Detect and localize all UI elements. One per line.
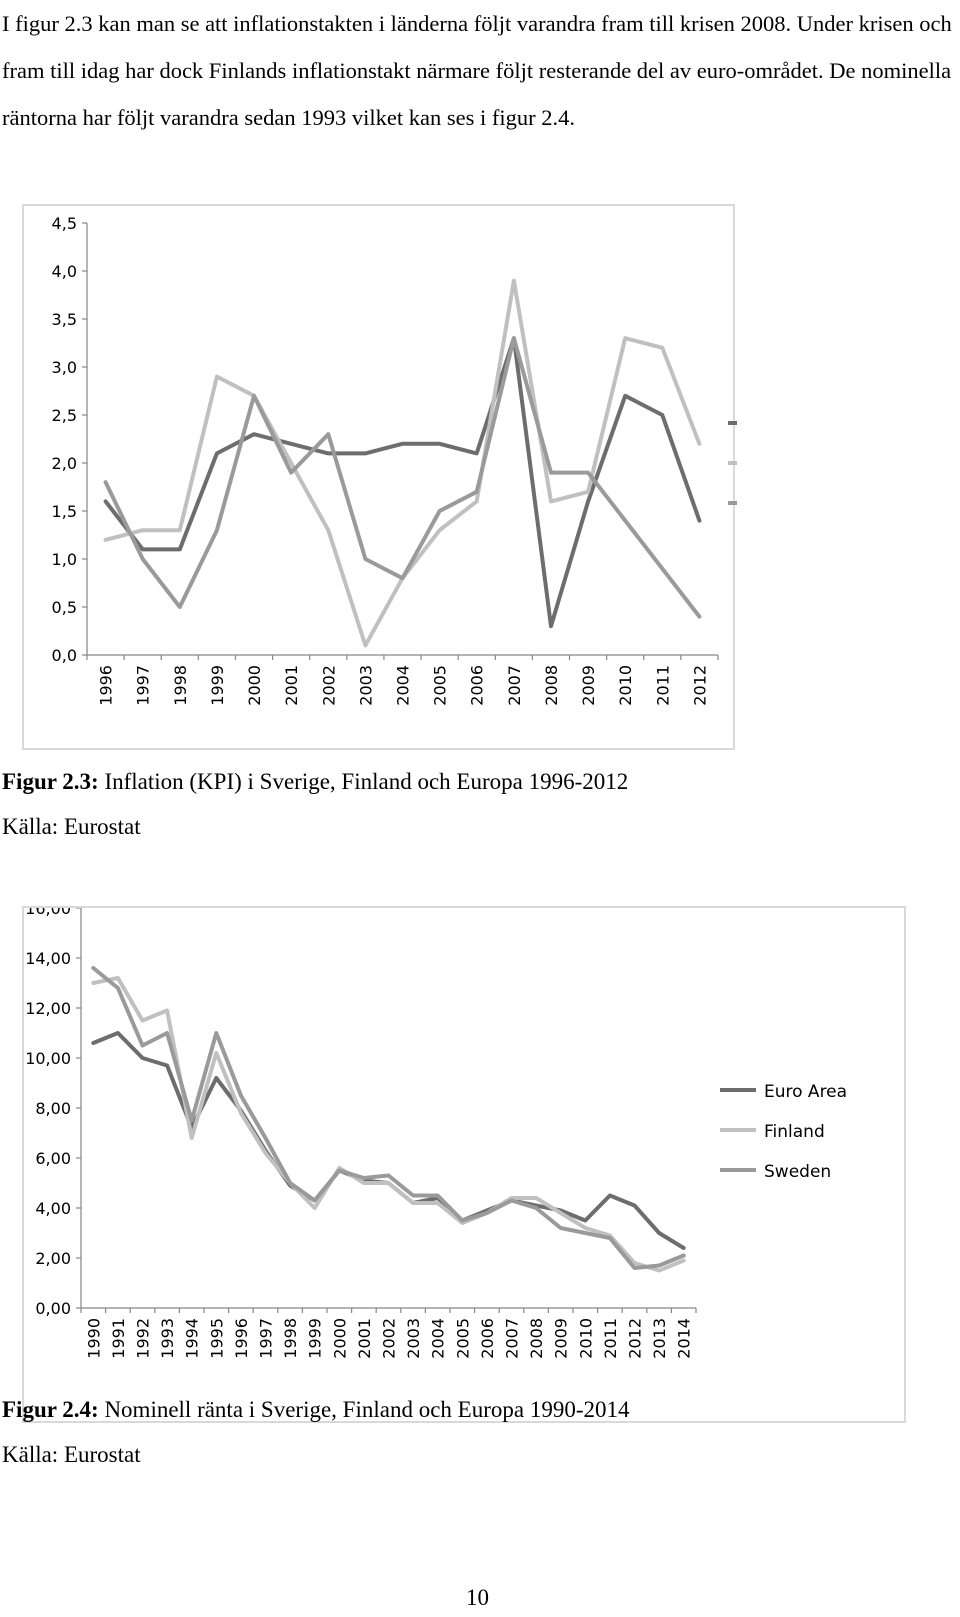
y-tick-label: 10,00 bbox=[25, 1049, 71, 1068]
interest-rate-chart-svg: 0,00 2,00 4,00 6,00 8,00 10,00 12,00 14,00 16,00… bbox=[25, 908, 847, 1359]
x-tick-label: 2003 bbox=[404, 1318, 423, 1359]
series-line-sverige bbox=[103, 336, 702, 619]
x-tick-label: 1992 bbox=[134, 1318, 153, 1359]
x-tick-label: 1993 bbox=[158, 1318, 177, 1359]
x-tick-label: 2010 bbox=[616, 665, 635, 706]
y-tick-label: 4,5 bbox=[52, 214, 77, 233]
x-tick-label: 2013 bbox=[650, 1318, 669, 1359]
x-tick-label: 1997 bbox=[134, 665, 153, 706]
y-tick-label: 4,0 bbox=[52, 262, 77, 281]
y-tick-label: 1,5 bbox=[52, 502, 77, 521]
legend-label: Sweden bbox=[764, 1162, 831, 1182]
x-tick-label: 2007 bbox=[505, 665, 524, 706]
y-tick-label: 4,00 bbox=[35, 1199, 71, 1218]
y-tick-label: 2,00 bbox=[35, 1249, 71, 1268]
x-tick-label: 2010 bbox=[576, 1318, 595, 1359]
figure-caption-label: Figur 2.4: bbox=[2, 1397, 99, 1422]
figure-source: Källa: Eurostat bbox=[2, 814, 141, 839]
x-tick-label: 2011 bbox=[601, 1318, 620, 1359]
x-tick-label: 1994 bbox=[183, 1318, 202, 1359]
series-line-euro-area bbox=[103, 336, 702, 629]
figure-caption: Figur 2.4: Nominell ränta i Sverige, Fin… bbox=[2, 1397, 630, 1423]
figure-caption-label: Figur 2.3: bbox=[2, 769, 99, 794]
series-line-finland bbox=[91, 976, 686, 1273]
y-tick-label: 6,00 bbox=[35, 1149, 71, 1168]
figure-caption-text: Inflation (KPI) i Sverige, Finland och E… bbox=[98, 769, 629, 794]
y-tick-label: 1,0 bbox=[52, 550, 77, 569]
x-tick-label: 2001 bbox=[282, 665, 301, 706]
x-tick-label: 2006 bbox=[478, 1318, 497, 1359]
y-tick-label: 3,5 bbox=[52, 310, 77, 329]
x-tick-label: 2005 bbox=[431, 665, 450, 706]
inflation-chart-svg: 0,0 0,5 1,0 1,5 2,0 2,5 3,0 3,5 4,0 4,5 1996 1997 19… bbox=[52, 214, 737, 706]
x-tick-label: 1996 bbox=[97, 665, 116, 706]
x-tick-label: 2006 bbox=[468, 665, 487, 706]
x-tick-label: 2008 bbox=[542, 665, 561, 706]
figure-caption: Figur 2.3: Inflation (KPI) i Sverige, Fi… bbox=[2, 769, 628, 795]
x-tick-label: 2008 bbox=[527, 1318, 546, 1359]
interest-rate-chart: 0,00 2,00 4,00 6,00 8,00 10,00 12,00 14,00 16,00… bbox=[22, 906, 906, 1423]
x-tick-label: 1990 bbox=[84, 1318, 103, 1359]
x-tick-label: 2003 bbox=[356, 665, 375, 706]
y-tick-label: 0,5 bbox=[52, 598, 77, 617]
y-tick-label: 2,5 bbox=[52, 406, 77, 425]
y-tick-label: 12,00 bbox=[25, 999, 71, 1018]
x-tick-label: 1998 bbox=[281, 1318, 300, 1359]
legend-label: Finland bbox=[764, 1122, 825, 1142]
series-line-finland bbox=[103, 278, 702, 648]
body-paragraph: I figur 2.3 kan man se att inflationstak… bbox=[2, 11, 952, 130]
x-tick-label: 1999 bbox=[208, 665, 227, 706]
x-tick-label: 2000 bbox=[245, 665, 264, 706]
x-tick-label: 2012 bbox=[626, 1318, 645, 1359]
series-line-sweden bbox=[91, 966, 686, 1270]
figure-caption-text: Nominell ränta i Sverige, Finland och Eu… bbox=[98, 1397, 630, 1422]
x-tick-label: 1997 bbox=[257, 1318, 276, 1359]
page-number: 10 bbox=[466, 1585, 489, 1610]
x-tick-label: 2011 bbox=[653, 665, 672, 706]
x-tick-label: 2004 bbox=[394, 665, 413, 706]
x-tick-label: 2002 bbox=[319, 665, 338, 706]
x-tick-label: 1995 bbox=[207, 1318, 226, 1359]
x-tick-label: 2009 bbox=[579, 665, 598, 706]
x-tick-label: 2009 bbox=[552, 1318, 571, 1359]
legend-label: Euro Area bbox=[764, 1082, 847, 1102]
y-tick-label: 16,00 bbox=[25, 908, 71, 918]
x-tick-label: 2014 bbox=[675, 1318, 694, 1359]
inflation-chart: 0,0 0,5 1,0 1,5 2,0 2,5 3,0 3,5 4,0 4,5 1996 1997 19… bbox=[22, 204, 737, 750]
x-tick-label: 2012 bbox=[690, 665, 709, 706]
figure-source: Källa: Eurostat bbox=[2, 1442, 141, 1467]
x-tick-label: 2007 bbox=[503, 1318, 522, 1359]
x-tick-label: 1999 bbox=[306, 1318, 325, 1359]
x-tick-label: 2000 bbox=[330, 1318, 349, 1359]
y-tick-label: 14,00 bbox=[25, 949, 71, 968]
x-tick-label: 2004 bbox=[429, 1318, 448, 1359]
x-tick-label: 1996 bbox=[232, 1318, 251, 1359]
y-tick-label: 0,0 bbox=[52, 646, 77, 665]
x-tick-label: 2002 bbox=[380, 1318, 399, 1359]
x-tick-label: 1991 bbox=[109, 1318, 128, 1359]
y-tick-label: 0,00 bbox=[35, 1299, 71, 1318]
y-tick-label: 2,0 bbox=[52, 454, 77, 473]
x-tick-label: 1998 bbox=[171, 665, 190, 706]
x-tick-label: 2005 bbox=[453, 1318, 472, 1359]
x-tick-label: 2001 bbox=[355, 1318, 374, 1359]
y-tick-label: 3,0 bbox=[52, 358, 77, 377]
y-tick-label: 8,00 bbox=[35, 1099, 71, 1118]
series-line-euro-area bbox=[91, 1031, 686, 1250]
